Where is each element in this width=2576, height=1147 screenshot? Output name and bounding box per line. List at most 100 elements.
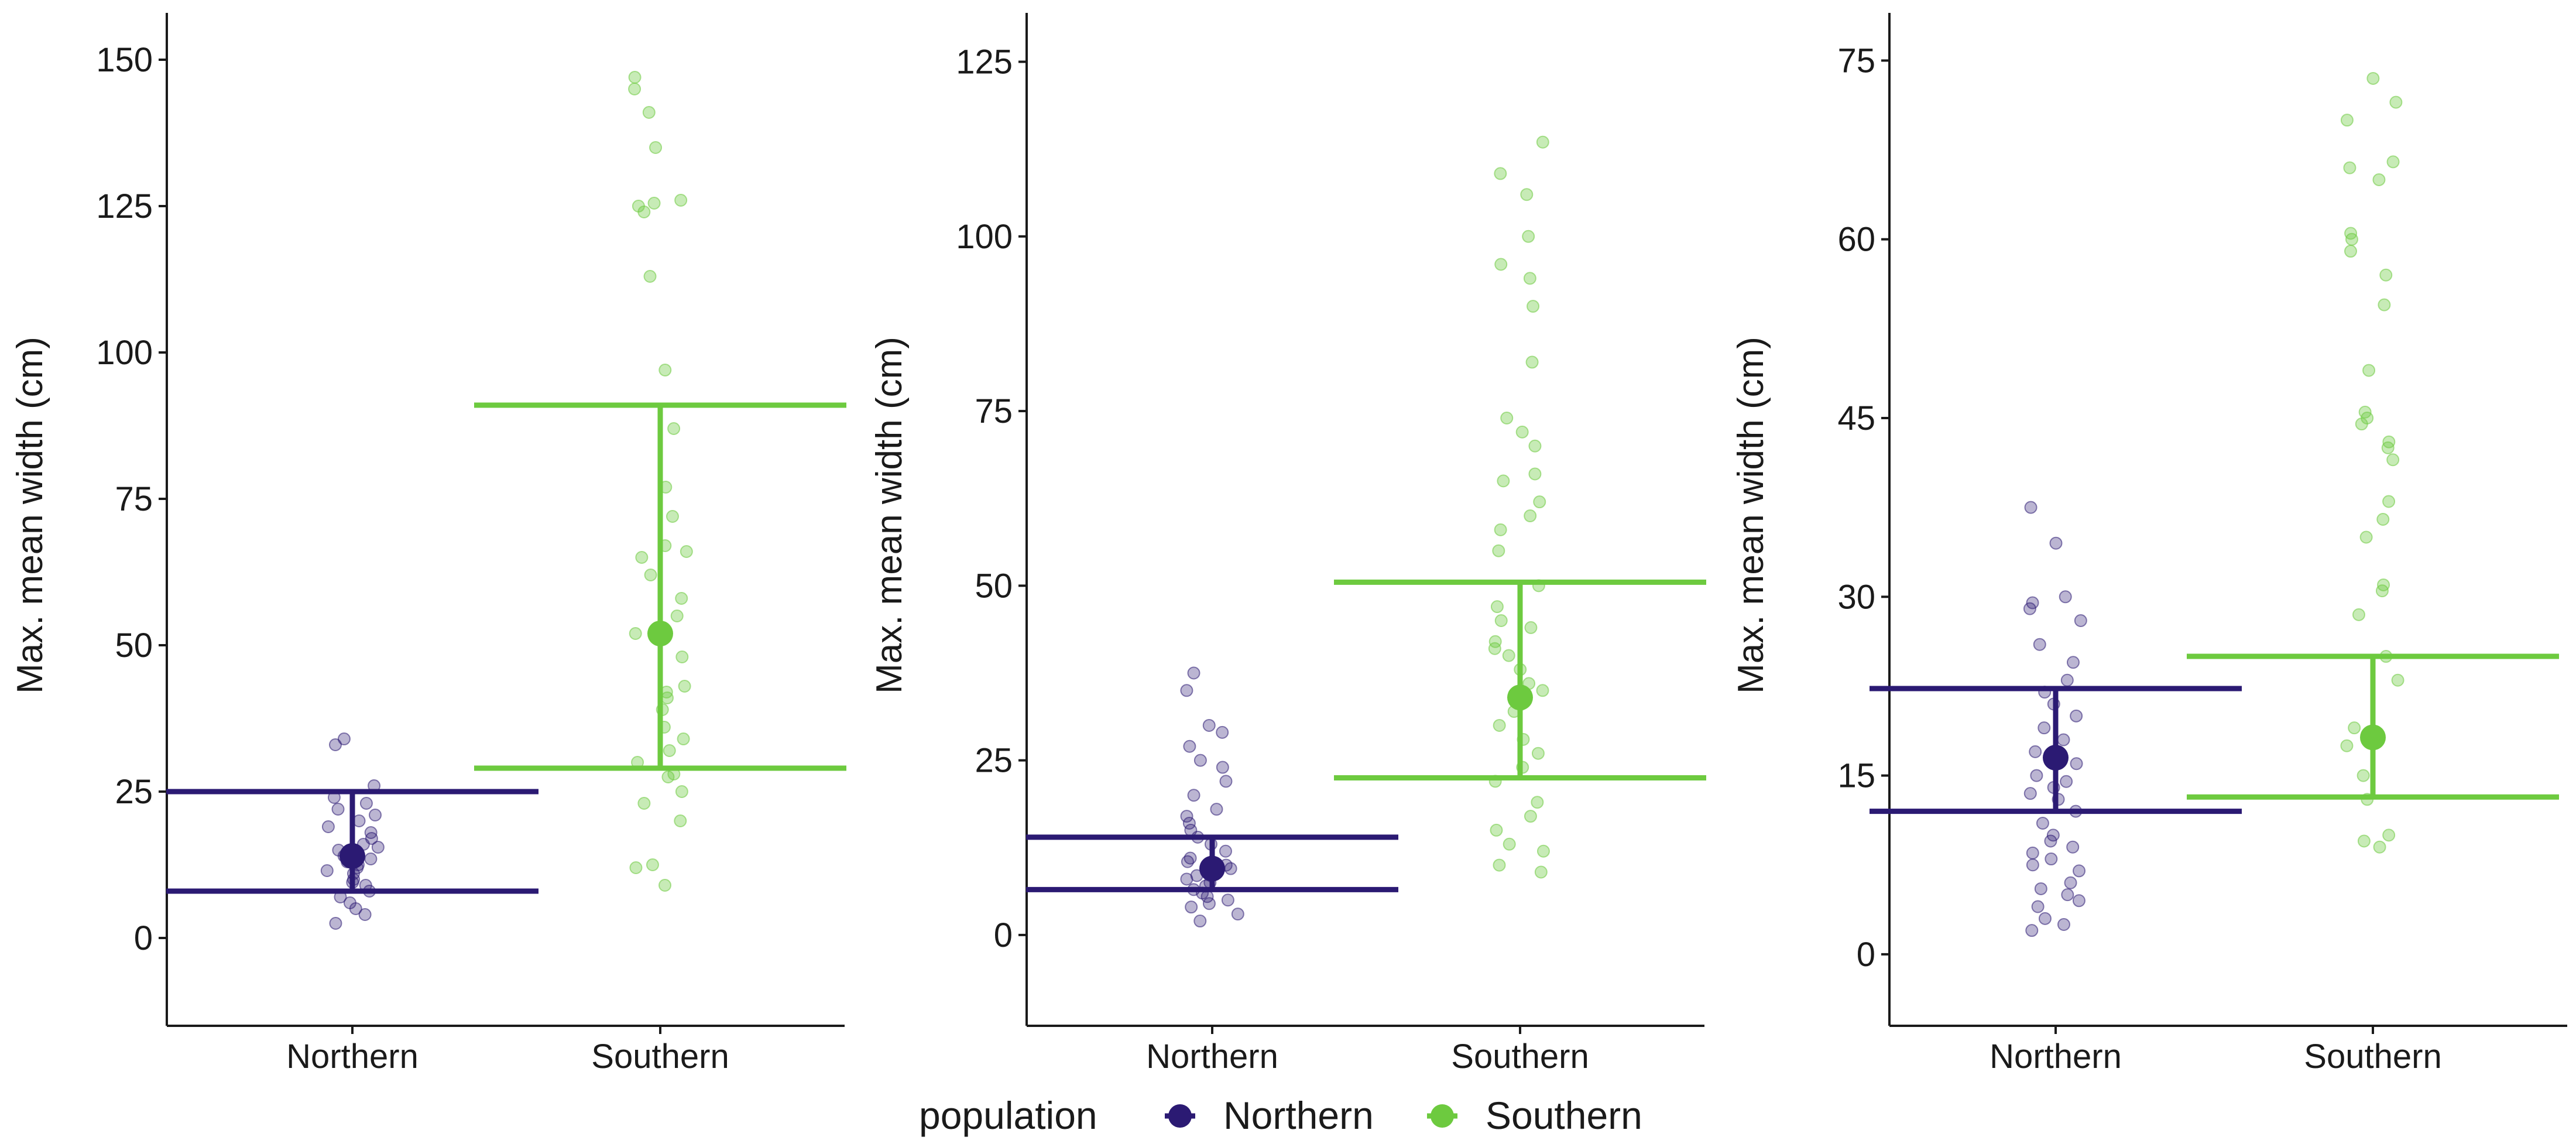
data-point (2046, 828, 2060, 842)
data-point (2029, 745, 2042, 758)
data-point (1493, 718, 1506, 732)
data-point (2344, 245, 2357, 258)
data-point (2074, 614, 2087, 627)
y-tick-label: 50 (115, 626, 153, 665)
data-point (1494, 258, 1508, 271)
data-point (1221, 893, 1234, 907)
data-point (1525, 355, 1539, 369)
data-point (666, 510, 679, 523)
data-point (2377, 578, 2390, 591)
data-point (2372, 173, 2386, 186)
data-point (2024, 501, 2038, 514)
data-point (1219, 775, 1233, 788)
data-point (1536, 135, 1549, 149)
data-point (2049, 536, 2063, 550)
data-point (2358, 405, 2372, 419)
data-point (2033, 638, 2046, 651)
mean-point (647, 621, 673, 646)
data-point (1183, 739, 1196, 753)
data-point (1503, 837, 1516, 851)
data-point (2357, 769, 2370, 782)
x-tick-label: Southern (1451, 1038, 1589, 1076)
data-point (2352, 608, 2365, 621)
y-axis-title-2: Max. mean width (cm) (869, 337, 910, 694)
data-point (2038, 912, 2052, 925)
data-point (1180, 684, 1193, 697)
data-point (2023, 787, 2037, 800)
data-point (1216, 761, 1229, 774)
data-point (358, 908, 372, 921)
y-tick-label: 75 (975, 392, 1013, 430)
data-point (1524, 621, 1538, 634)
legend-northern-dot (1168, 1104, 1192, 1128)
data-point (629, 627, 642, 640)
y-tick-label: 25 (975, 742, 1013, 780)
data-point (2025, 924, 2039, 937)
data-point (2382, 828, 2396, 842)
data-point (2073, 864, 2086, 878)
data-point (2391, 673, 2405, 687)
data-point (1528, 467, 1542, 481)
y-tick-label: 0 (1857, 936, 1875, 974)
y-tick-label: 0 (994, 916, 1013, 954)
data-point (1490, 823, 1503, 837)
data-point (1494, 614, 1508, 627)
data-point (1187, 789, 1200, 802)
data-point (680, 545, 693, 558)
x-tick-label: Northern (1146, 1038, 1278, 1076)
panel-3-plot: 0 15 30 45 60 75 Northern Southern (1837, 13, 2567, 1076)
data-point (646, 858, 659, 871)
data-point (2382, 435, 2396, 448)
data-point (2059, 590, 2072, 604)
data-point (2072, 894, 2086, 908)
data-point (2389, 95, 2403, 109)
data-point (2386, 155, 2400, 169)
data-point (629, 861, 643, 874)
data-point (642, 106, 656, 119)
y-axis-title-1: Max. mean width (cm) (10, 337, 50, 694)
data-point (1502, 649, 1515, 662)
data-point (1528, 439, 1542, 453)
data-point (1216, 725, 1229, 739)
data-point (1536, 684, 1549, 697)
data-point (2340, 739, 2354, 752)
data-point (2344, 227, 2358, 240)
data-point (1534, 865, 1548, 879)
data-point (1180, 810, 1193, 823)
y-tick-label: 60 (1837, 221, 1875, 259)
x-tick-label: Southern (591, 1038, 729, 1076)
data-point (675, 650, 689, 663)
legend-southern-dot (1431, 1104, 1454, 1128)
data-point (1202, 718, 1216, 732)
data-point (2362, 364, 2376, 377)
data-point (1494, 523, 1507, 536)
legend-key-southern (1427, 1104, 1457, 1128)
data-point (1536, 844, 1550, 858)
data-point (2366, 71, 2380, 85)
data-point (1219, 844, 1232, 858)
y-tick-label: 125 (956, 43, 1013, 81)
data-point (674, 194, 688, 207)
data-point (364, 852, 378, 865)
data-point (628, 83, 642, 95)
panel-1-plot: 0 25 50 75 100 125 150 Northern Southern (96, 13, 846, 1076)
data-point (2359, 530, 2373, 544)
data-point (371, 841, 385, 854)
data-point (2057, 733, 2070, 747)
data-point (1490, 600, 1504, 614)
data-point (1494, 167, 1507, 180)
data-point (1531, 747, 1545, 760)
data-point (321, 820, 335, 833)
data-point (635, 551, 649, 564)
y-axis-title-3: Max. mean width (cm) (1731, 337, 1771, 694)
data-point (2379, 268, 2393, 282)
data-point (632, 200, 645, 213)
y-tick-label: 100 (96, 334, 153, 372)
data-point (1523, 272, 1536, 285)
data-point (337, 732, 351, 745)
y-tick-label: 100 (956, 218, 1013, 256)
panel-2-plot: 0 25 50 75 100 125 Northern Southern (956, 13, 1706, 1076)
data-point (1520, 188, 1534, 201)
data-point (2070, 709, 2083, 723)
data-point (1193, 754, 1207, 767)
